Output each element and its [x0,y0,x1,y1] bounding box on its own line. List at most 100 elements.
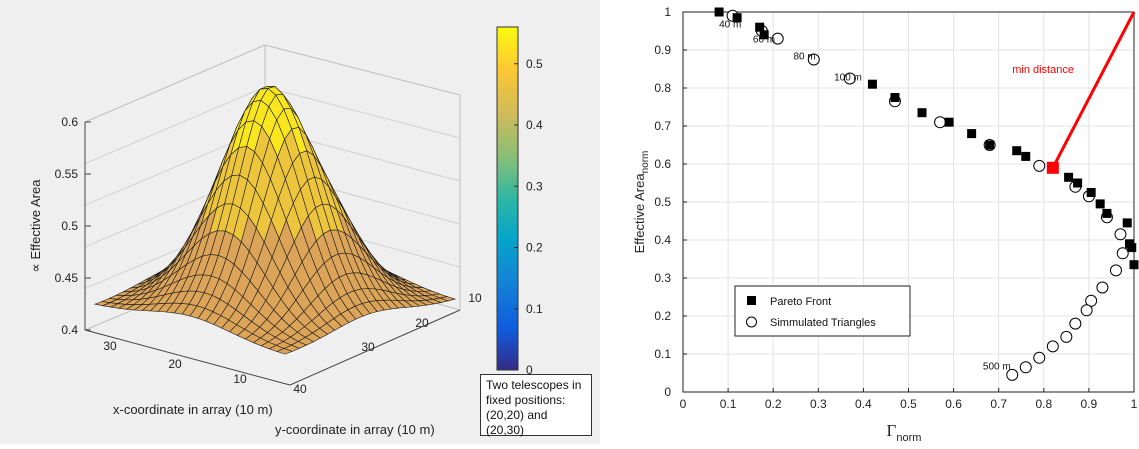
colorbar-tick-label: 0.3 [526,179,543,193]
y-axis-label: y-coordinate in array (10 m) [275,422,435,437]
pareto-point [1095,199,1105,209]
y-tick-label: 0.1 [654,347,671,361]
x-tick-label: 10 [233,372,247,386]
y-tick-label: 10 [468,291,482,305]
x-axis-ticks: 0 0.1 0.2 0.3 0.4 0.5 0.6 0.7 0.8 0.9 1 [680,388,1138,411]
y-tick-label: 1 [664,5,671,19]
pareto-point [755,22,765,32]
legend-label-triangles: Simmulated Triangles [770,317,876,329]
y-tick-label: 0.3 [654,271,671,285]
triangle-point [934,116,947,129]
distance-label: 60 m [753,35,775,46]
distance-label: 80 m [793,52,815,63]
pareto-point [917,108,927,118]
pareto-point [732,13,742,23]
pareto-point [1129,260,1139,270]
annotation-line: Two telescopes in [486,378,582,392]
y-tick-label: 0.4 [654,233,671,247]
pareto-point [890,93,900,102]
triangle-point [1069,317,1082,330]
distance-label: 500 m [983,361,1011,372]
distance-label: 100 m [834,73,862,84]
x-tick-label: 20 [168,357,182,371]
z-tick-label: 0.55 [55,167,79,181]
pareto-plot: 0 0.1 0.2 0.3 0.4 0.5 0.6 0.7 0.8 0.9 1 0 0.1 0.2 0.3… [632,5,1139,444]
y-axis-ticks: 10 20 30 40 [293,291,482,396]
triangle-point [1085,294,1098,307]
triangle-point [1060,330,1073,343]
x-tick-label: 0.2 [765,397,782,411]
colorbar-tick-label: 0.2 [526,241,543,255]
triangle-point [1019,361,1032,374]
legend-label-pareto: Pareto Front [770,296,831,308]
pareto-plot-panel: 0 0.1 0.2 0.3 0.4 0.5 0.6 0.7 0.8 0.9 1 0 0.1 0.2 0.3… [600,0,1139,444]
y-axis-label-main: Effective Area [632,173,647,254]
distance-label: 40 m [719,19,741,30]
series-pareto-front [714,7,1139,270]
triangle-point [1114,228,1127,241]
y-tick-label: 0 [664,385,671,399]
y-tick-label: 40 [293,382,307,396]
x-tick-label: 0.3 [810,397,827,411]
legend-box [734,285,911,337]
pareto-point [1073,178,1083,188]
pareto-point [1122,218,1132,228]
annotation-line: fixed positions: [486,393,566,407]
surface-plot-panel: 0.4 0.45 0.5 0.55 0.6 30 20 10 10 20 30 40 ∝ Effe… [0,0,600,444]
triangle-point [1116,247,1129,260]
z-tick-label: 0.6 [61,115,78,129]
x-axis-label: x-coordinate in array (10 m) [113,402,273,417]
x-axis-ticks: 30 20 10 [103,339,247,386]
y-tick-label: 0.2 [654,309,671,323]
colorbar-tick-label: 0.4 [526,118,543,132]
y-axis-ticks: 0 0.1 0.2 0.3 0.4 0.5 0.6 0.7 0.8 0.9 1 [654,5,687,399]
triangle-point [771,32,784,45]
y-tick-label: 0.5 [654,195,671,209]
x-tick-label: 0.7 [990,397,1007,411]
pareto-point [944,117,954,127]
pareto-point [1086,188,1096,197]
pareto-point [714,7,724,17]
z-tick-label: 0.45 [55,271,79,285]
triangle-point [1096,281,1109,294]
legend-circle-icon [746,316,757,328]
triangle-point [1109,264,1122,277]
colorbar-tick-label: 0.1 [526,302,543,316]
surface-mesh [93,86,457,355]
y-axis-label: Effective Areanorm [632,151,651,254]
triangle-point [1080,304,1093,317]
z-axis-label: ∝ Effective Area [28,179,43,273]
pareto-point [1102,208,1112,218]
distance-labels: 40 m 60 m 80 m 100 m 500 m [719,19,1011,372]
triangle-point [1046,340,1059,353]
pareto-point [985,140,995,150]
x-tick-label: 0 [680,397,687,411]
triangle-point [1033,159,1046,172]
min-distance-point [1046,161,1059,174]
x-tick-label: 0.6 [945,397,962,411]
legend: Pareto Front Simmulated Triangles [734,285,911,337]
x-tick-label: 0.1 [720,397,737,411]
x-axis-label: Γnorm [887,421,922,444]
annotation-box: Two telescopes in fixed positions: (20,2… [480,374,592,437]
y-tick-label: 0.7 [654,119,671,133]
colorbar-ticks: 0 0.1 0.2 0.3 0.4 0.5 [514,57,543,377]
colorbar-tick-label: 0.5 [526,57,543,71]
pareto-point [967,129,977,139]
surface-plot: 0.4 0.45 0.5 0.55 0.6 30 20 10 10 20 30 40 ∝ Effe… [28,26,543,437]
y-tick-label: 0.8 [654,81,671,95]
annotation-line: (20,20) and (20,30) [486,408,548,437]
min-distance-highlight: min distance [1012,11,1136,174]
x-tick-label: 30 [103,339,117,353]
z-tick-label: 0.4 [61,323,78,337]
x-tick-label: 1 [1131,397,1138,411]
x-axis-label-main: Γ [887,421,897,440]
y-tick-label: 30 [361,340,375,354]
x-tick-label: 0.5 [900,397,917,411]
y-tick-label: 0.6 [654,157,671,171]
y-axis-label-sub: norm [640,151,651,174]
triangle-point [1033,351,1046,364]
pareto-point [1064,172,1074,182]
pareto-point [1021,151,1031,161]
pareto-point [759,30,769,40]
